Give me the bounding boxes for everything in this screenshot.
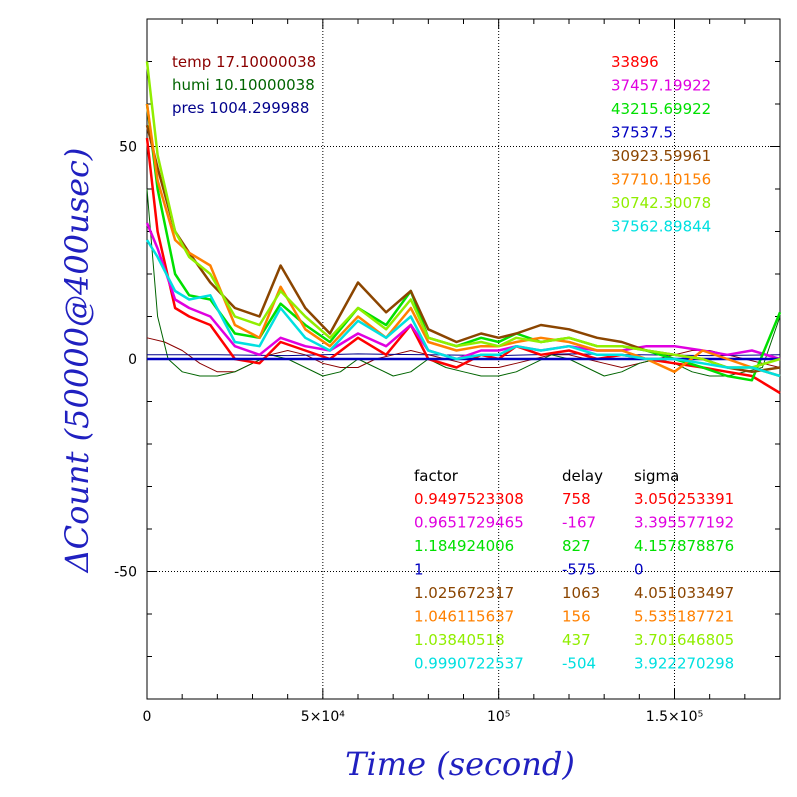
factor-value: 0.9497523308 xyxy=(414,490,524,508)
delay-header: delay xyxy=(562,467,603,485)
delay-value: -167 xyxy=(562,514,596,532)
factor-value: 1.184924006 xyxy=(414,537,514,555)
delay-value: -575 xyxy=(562,561,596,579)
series-mean-label: 43215.69922 xyxy=(611,100,711,118)
delay-value: 1063 xyxy=(562,584,600,602)
x-tick-label: 5×10⁴ xyxy=(301,709,345,725)
sigma-header: sigma xyxy=(634,467,679,485)
x-tick-label: 1.5×10⁵ xyxy=(646,709,703,725)
sigma-value: 3.050253391 xyxy=(634,490,734,508)
factor-value: 1.046115637 xyxy=(414,608,514,626)
delay-value: 758 xyxy=(562,490,591,508)
annotations: temp 17.10000038 humi 10.10000038 pres 100… xyxy=(172,53,734,673)
sigma-value: 5.535187721 xyxy=(634,608,734,626)
series-line xyxy=(145,61,781,369)
series-mean-label: 37562.89844 xyxy=(611,218,711,236)
env-label: temp 17.10000038 xyxy=(172,53,316,71)
delay-value: 437 xyxy=(562,631,591,649)
x-axis-title: Time (second) xyxy=(345,745,575,783)
delay-value: 156 xyxy=(562,608,591,626)
factor-value: 0.9990722537 xyxy=(414,655,524,673)
series-line xyxy=(145,239,781,378)
factor-value: 1 xyxy=(414,561,424,579)
delay-value: -504 xyxy=(562,655,596,673)
series-mean-label: 37710.10156 xyxy=(611,171,711,189)
series-mean-label: 33896 xyxy=(611,53,659,71)
sigma-value: 4.051033497 xyxy=(634,584,734,602)
x-tick-label: 10⁵ xyxy=(487,709,510,725)
series-line xyxy=(145,137,781,395)
factor-value: 0.9651729465 xyxy=(414,514,524,532)
series-mean-label: 30742.30078 xyxy=(611,194,711,212)
y-tick-label: 0 xyxy=(128,352,137,368)
y-axis-title: ΔCount (50000@400usec) xyxy=(58,148,96,575)
sigma-value: 3.922270298 xyxy=(634,655,734,673)
env-label: humi 10.10000038 xyxy=(172,76,315,94)
x-tick-label: 0 xyxy=(143,709,152,725)
series-mean-label: 37457.19922 xyxy=(611,77,711,95)
sigma-value: 3.395577192 xyxy=(634,514,734,532)
y-tick-label: -50 xyxy=(114,565,137,581)
sigma-value: 0 xyxy=(634,561,644,579)
env-label: pres 1004.299988 xyxy=(172,99,309,117)
factor-value: 1.03840518 xyxy=(414,631,505,649)
y-tick-label: 50 xyxy=(119,140,137,156)
sigma-value: 3.701646805 xyxy=(634,631,734,649)
delay-value: 827 xyxy=(562,537,591,555)
tick-labels: 0 5×10⁴ 10⁵ 1.5×10⁵ 50 0 -50 xyxy=(114,140,703,726)
factor-value: 1.025672317 xyxy=(414,584,514,602)
sigma-value: 4.157878876 xyxy=(634,537,734,555)
series-mean-label: 37537.5 xyxy=(611,124,673,142)
series-lines xyxy=(145,61,782,395)
axis-ticks xyxy=(146,18,781,700)
series-mean-label: 30923.59961 xyxy=(611,147,711,165)
factor-header: factor xyxy=(414,467,459,485)
